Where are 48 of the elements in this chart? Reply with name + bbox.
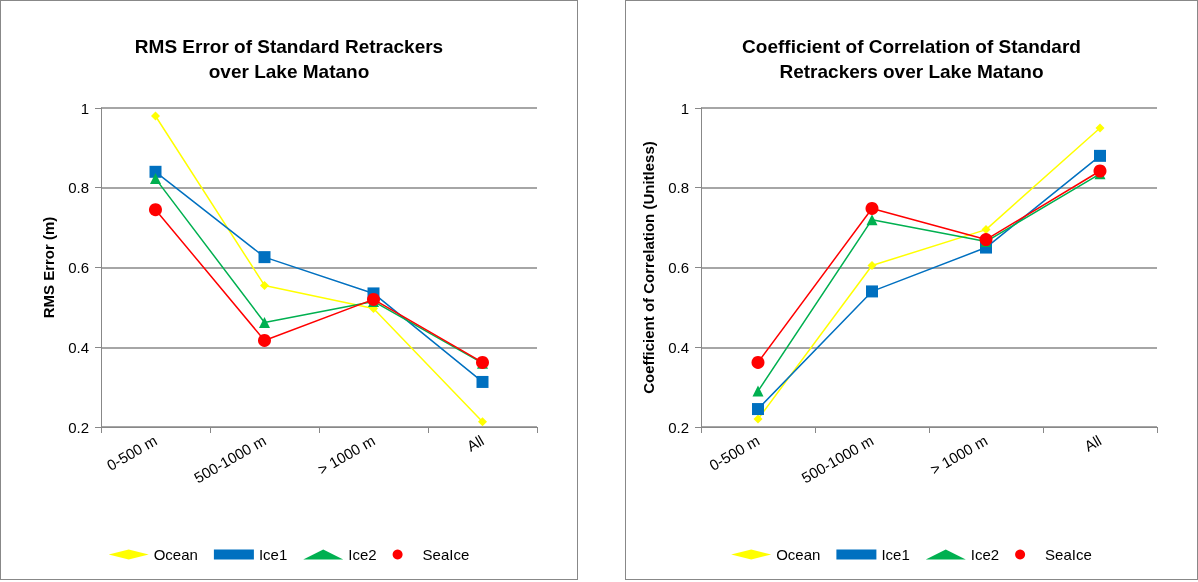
- point: [981, 225, 991, 235]
- point: [149, 203, 162, 217]
- y-axis-title: Coefficient of Correlation (Unitless): [640, 141, 657, 394]
- point: [478, 417, 487, 427]
- point: [1093, 164, 1107, 178]
- x-tick-label: All: [1081, 431, 1105, 455]
- y-tick-label: 0.8: [668, 179, 689, 197]
- y-tick-label: 0.4: [68, 338, 89, 356]
- y-tick-label: 0.2: [68, 418, 89, 436]
- point: [258, 333, 271, 347]
- point: [151, 111, 160, 121]
- point: [149, 165, 162, 178]
- y-tick-label: 0.6: [668, 259, 689, 276]
- point: [867, 261, 877, 271]
- y-tick-label: 0.4: [668, 338, 689, 356]
- legend-label: Ice2: [348, 546, 377, 563]
- legend-label: SeaIce: [422, 546, 470, 563]
- y-axis-title: RMS Error (m): [40, 216, 57, 319]
- point: [150, 173, 161, 185]
- legend-label: Ice1: [258, 546, 288, 563]
- legend-label: Ocean: [776, 546, 821, 563]
- point: [752, 385, 764, 397]
- legend-label: Ocean: [153, 546, 198, 563]
- y-tick-label: 1: [680, 99, 689, 117]
- chart-title: RMS Error of Standard Retrackers over Lake Matano: [134, 36, 444, 82]
- point: [259, 317, 270, 329]
- point: [866, 214, 878, 226]
- legend-label: Ice1: [881, 546, 910, 563]
- legend-label: SeaIce: [1045, 546, 1092, 563]
- point: [753, 414, 763, 424]
- y-tick-label: 0.8: [68, 179, 89, 197]
- point: [1094, 149, 1106, 162]
- y-tick-label: 0.2: [668, 418, 689, 436]
- x-tick-label: All: [463, 431, 487, 455]
- x-tick-label: > 1000 m: [314, 431, 378, 478]
- chart-title: Coefficient of Correlation of Standard Retrackers over Lake Matano: [742, 36, 1081, 82]
- point: [476, 375, 489, 388]
- x-tick-label: > 1000 m: [927, 431, 991, 478]
- point: [752, 403, 764, 416]
- point: [258, 251, 271, 264]
- legend-label: Ice2: [970, 546, 1000, 563]
- point: [866, 285, 878, 298]
- point: [751, 355, 765, 369]
- y-tick-label: 1: [80, 99, 89, 117]
- point: [260, 280, 269, 290]
- point: [865, 201, 879, 215]
- point: [1095, 123, 1105, 133]
- y-tick-label: 0.6: [68, 259, 89, 276]
